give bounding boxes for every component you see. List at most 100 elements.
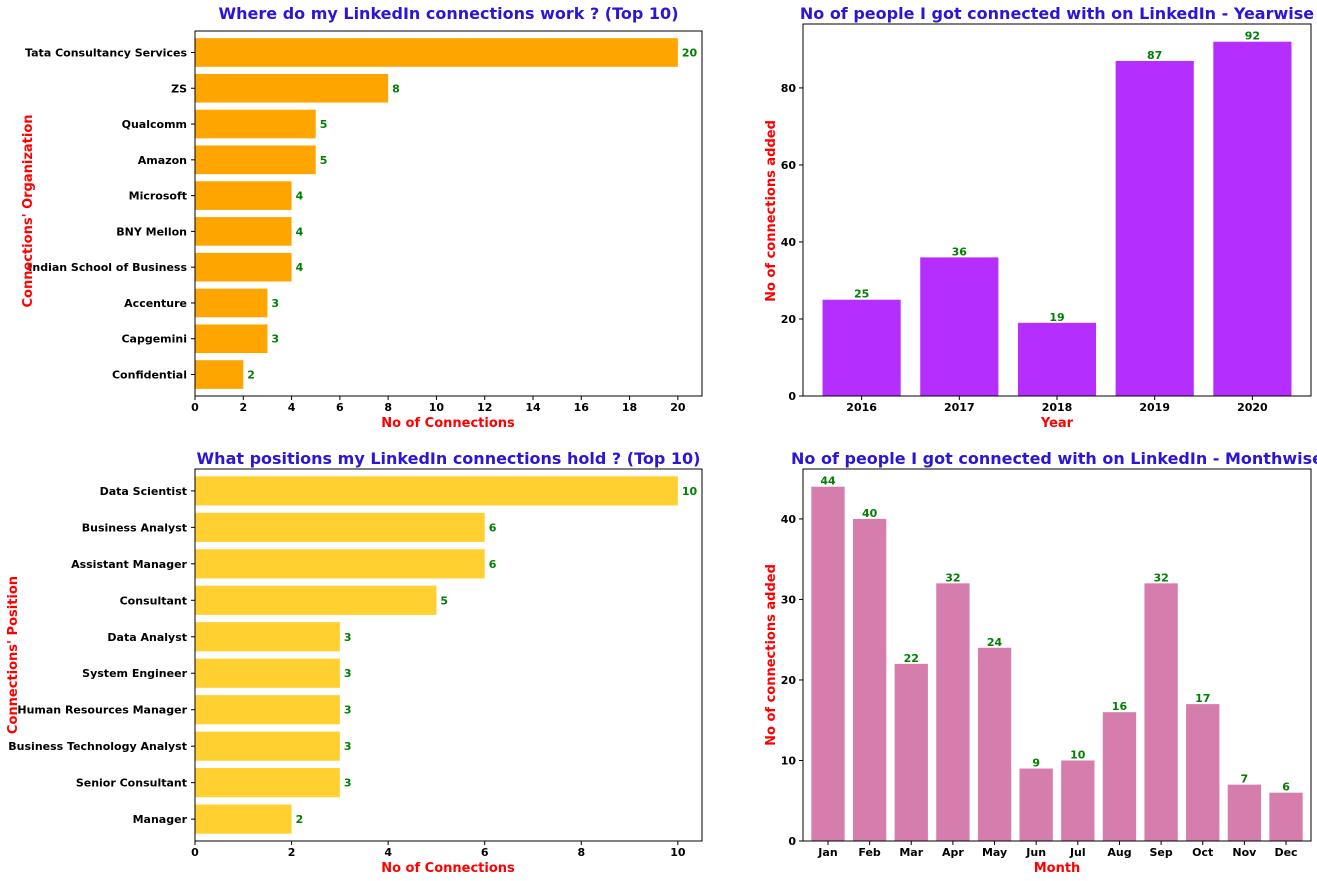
data-label: 2 xyxy=(296,813,304,826)
y-tick-label: Consultant xyxy=(120,594,187,607)
data-label: 3 xyxy=(344,704,352,717)
x-tick-label: 16 xyxy=(574,401,590,414)
bar xyxy=(977,647,1012,841)
x-tick-label: 8 xyxy=(577,846,585,859)
data-label: 3 xyxy=(344,740,352,753)
data-label: 36 xyxy=(952,245,968,258)
x-tick-label: Oct xyxy=(1192,846,1213,859)
x-tick-label: 4 xyxy=(288,401,296,414)
x-tick-label: 2 xyxy=(239,401,247,414)
y-tick-label: Capgemini xyxy=(121,333,187,346)
x-axis-label: No of Connections xyxy=(381,416,515,431)
x-tick-label: 12 xyxy=(477,401,492,414)
y-tick-label: Qualcomm xyxy=(122,118,187,131)
data-label: 4 xyxy=(296,261,304,274)
bar xyxy=(195,476,678,506)
y-tick-label: Manager xyxy=(133,813,188,826)
data-label: 19 xyxy=(1049,311,1064,324)
data-label: 44 xyxy=(820,475,836,488)
x-tick-label: Jul xyxy=(1069,846,1086,859)
x-tick-label: Mar xyxy=(899,846,923,859)
data-label: 20 xyxy=(682,46,698,59)
bar xyxy=(1061,760,1095,841)
x-tick-label: Jun xyxy=(1025,846,1046,859)
x-tick-label: 2016 xyxy=(846,401,877,414)
y-tick-label: Human Resources Manager xyxy=(17,704,187,717)
chart-panel-3: Jan 44 Feb 40 Mar 22 Apr 32 May 24 Jun 9 Jul 10 Aug 16 S… xyxy=(764,449,1317,876)
bar xyxy=(195,512,485,542)
x-tick-label: 10 xyxy=(670,846,686,859)
y-tick-label: 40 xyxy=(781,236,797,249)
y-axis-label: Connections' Position xyxy=(6,576,21,734)
x-tick-label: 10 xyxy=(429,401,445,414)
x-tick-label: Apr xyxy=(942,846,964,859)
x-tick-label: 0 xyxy=(191,401,199,414)
x-tick-label: 20 xyxy=(670,401,686,414)
x-tick-label: Jan xyxy=(817,846,837,859)
y-tick-label: 10 xyxy=(781,754,797,767)
y-tick-label: 20 xyxy=(781,674,797,687)
bar xyxy=(195,549,485,579)
y-axis-label: No of connections added xyxy=(764,120,779,302)
x-tick-label: Feb xyxy=(858,846,881,859)
y-tick-label: System Engineer xyxy=(82,667,187,680)
chart-title: What positions my LinkedIn connections h… xyxy=(197,449,701,468)
data-label: 6 xyxy=(489,558,497,571)
y-tick-label: BNY Mellon xyxy=(116,225,187,238)
y-tick-label: Business Analyst xyxy=(82,521,187,534)
y-tick-label: 80 xyxy=(781,82,797,95)
bar xyxy=(195,38,678,67)
bar xyxy=(195,768,340,798)
data-label: 3 xyxy=(271,297,279,310)
y-tick-label: 20 xyxy=(781,313,797,326)
x-tick-label: 14 xyxy=(525,401,541,414)
x-tick-label: 0 xyxy=(191,846,199,859)
data-label: 7 xyxy=(1241,773,1249,786)
plot-frame xyxy=(802,23,1312,397)
y-tick-label: Tata Consultancy Services xyxy=(25,46,187,59)
bar xyxy=(1269,792,1303,841)
bar xyxy=(1144,583,1178,841)
data-label: 3 xyxy=(344,631,352,644)
y-axis-label: No of connections added xyxy=(764,564,779,746)
bar xyxy=(894,663,928,841)
bar xyxy=(1115,60,1194,397)
x-tick-label: May xyxy=(982,846,1007,859)
x-tick-label: 2 xyxy=(288,846,296,859)
data-label: 5 xyxy=(440,594,448,607)
bar xyxy=(195,360,244,389)
bar xyxy=(195,804,292,834)
x-tick-label: 6 xyxy=(336,401,344,414)
data-label: 24 xyxy=(987,636,1003,649)
bar xyxy=(1102,712,1137,841)
data-label: 10 xyxy=(682,485,698,498)
x-tick-label: Aug xyxy=(1107,846,1131,859)
y-tick-label: Accenture xyxy=(124,297,187,310)
y-tick-label: 0 xyxy=(788,390,796,403)
chart-title: No of people I got connected with on Lin… xyxy=(791,449,1317,468)
x-axis-label: Year xyxy=(1040,416,1074,431)
data-label: 40 xyxy=(862,507,878,520)
bar xyxy=(195,622,340,652)
bar xyxy=(195,658,340,688)
y-tick-label: Microsoft xyxy=(129,190,187,203)
data-label: 3 xyxy=(344,667,352,680)
bar xyxy=(195,217,292,246)
bar xyxy=(811,486,845,841)
bar xyxy=(822,299,901,396)
bar xyxy=(195,731,340,761)
bar xyxy=(195,324,268,354)
y-tick-label: Assistant Manager xyxy=(71,558,187,571)
bar xyxy=(936,583,970,841)
x-tick-label: Sep xyxy=(1149,846,1172,859)
data-label: 16 xyxy=(1112,700,1128,713)
x-tick-label: 2019 xyxy=(1139,401,1170,414)
y-tick-label: ZS xyxy=(171,82,187,95)
bar xyxy=(195,73,389,103)
x-tick-label: 2020 xyxy=(1237,401,1268,414)
chart-title: No of people I got connected with on Lin… xyxy=(800,4,1314,23)
data-label: 2 xyxy=(247,369,255,382)
y-tick-label: Confidential xyxy=(112,369,187,382)
